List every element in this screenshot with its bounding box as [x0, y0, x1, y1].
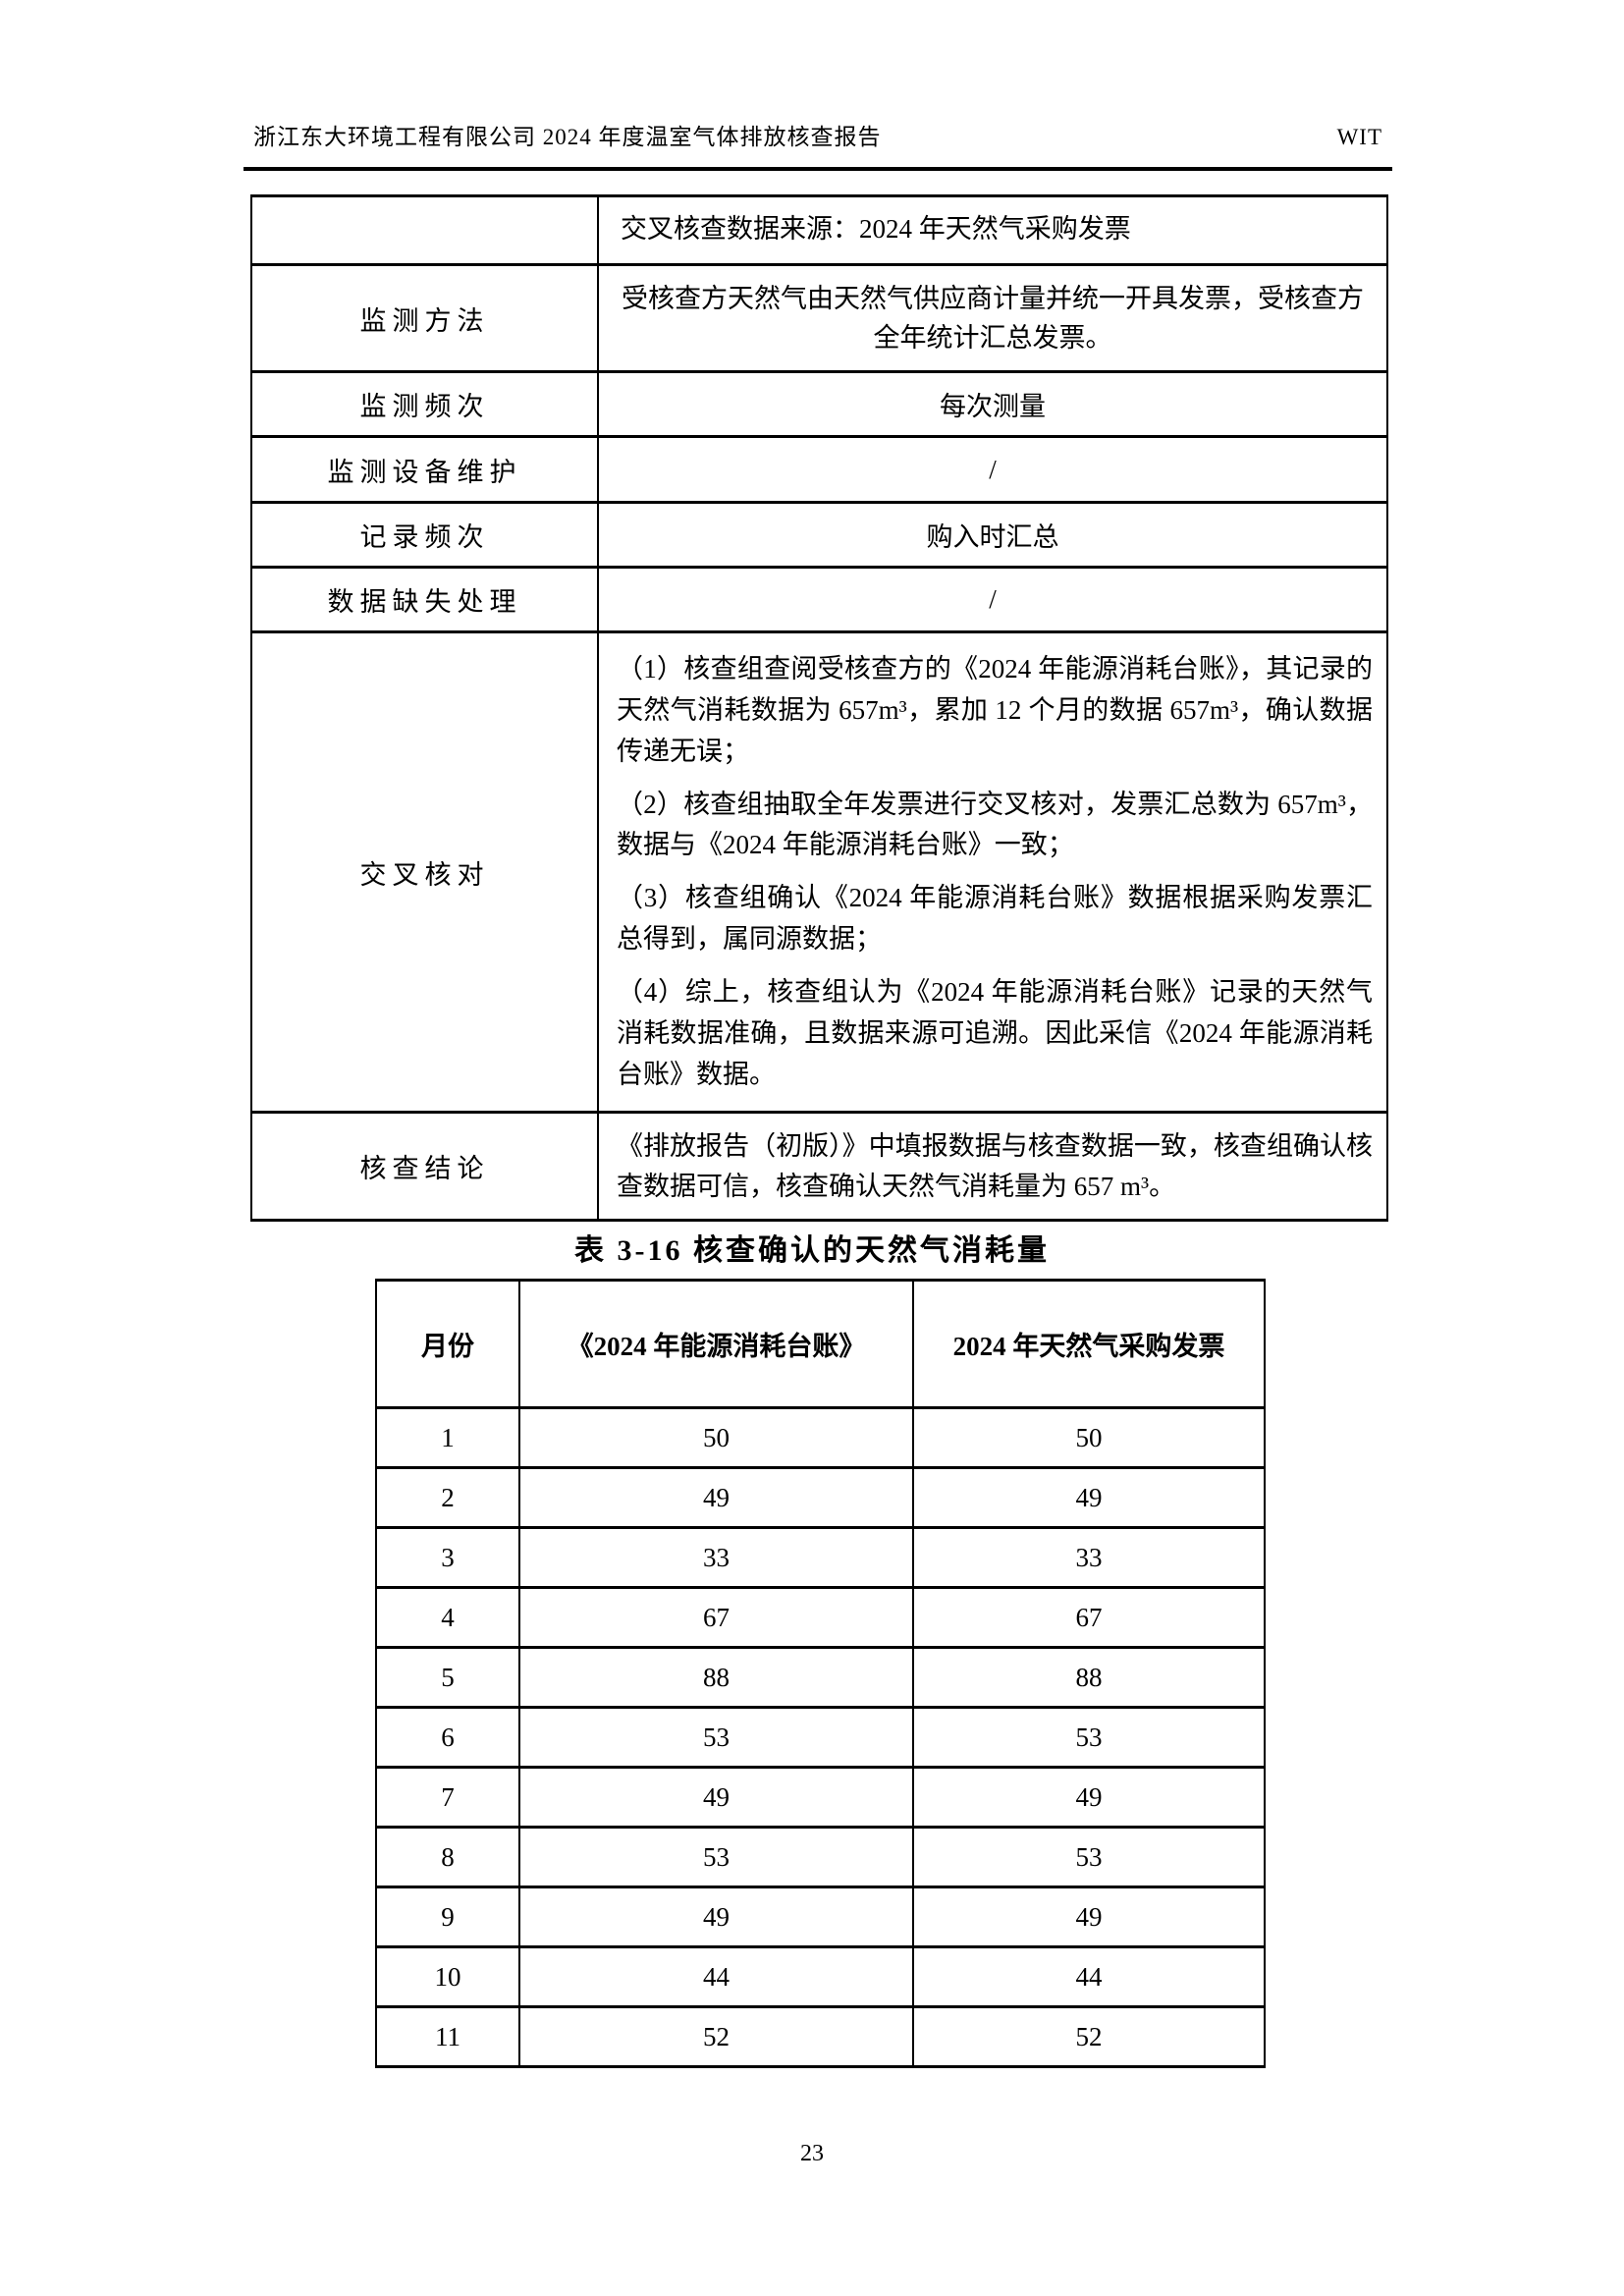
- table-row: 记录频次 购入时汇总: [250, 501, 1388, 569]
- invoice-value-cell: 52: [912, 2005, 1266, 2068]
- ledger-value-cell: 44: [518, 1945, 914, 2008]
- month-cell: 11: [375, 2005, 520, 2068]
- cross-check-paragraph-1: （1）核查组查阅受核查方的《2024 年能源消耗台账》，其记录的天然气消耗数据为…: [617, 654, 1373, 766]
- ledger-value-cell: 53: [518, 1826, 914, 1888]
- table-row: 交叉核查数据来源：2024 年天然气采购发票: [250, 194, 1388, 266]
- cross-check-label: 交叉核对: [250, 629, 599, 1115]
- invoice-value-cell: 44: [912, 1945, 1266, 2008]
- monitoring-table: 交叉核查数据来源：2024 年天然气采购发票 监测方法 受核查方天然气由天然气供…: [250, 194, 1388, 1223]
- cross-check-detail-cell: （1）核查组查阅受核查方的《2024 年能源消耗台账》，其记录的天然气消耗数据为…: [597, 629, 1388, 1115]
- invoice-value-cell: 53: [912, 1826, 1266, 1888]
- header-org-mark: WIT: [1336, 125, 1382, 149]
- table-row: 6 53 53: [375, 1706, 1266, 1769]
- month-cell: 9: [375, 1886, 520, 1948]
- month-cell: 2: [375, 1466, 520, 1529]
- monitoring-empty-label: [250, 194, 599, 266]
- cross-check-source-cell: 交叉核查数据来源：2024 年天然气采购发票: [597, 194, 1388, 266]
- invoice-value-cell: 33: [912, 1526, 1266, 1589]
- header-report-title: 浙江东大环境工程有限公司 2024 年度温室气体排放核查报告: [253, 125, 882, 149]
- table-row: 11 52 52: [375, 2005, 1266, 2068]
- table-row: 5 88 88: [375, 1646, 1266, 1709]
- record-frequency-value: 购入时汇总: [597, 501, 1388, 569]
- month-cell: 10: [375, 1945, 520, 2008]
- page-header: 浙江东大环境工程有限公司 2024 年度温室气体排放核查报告 WIT: [253, 118, 1382, 151]
- record-frequency-label: 记录频次: [250, 501, 599, 569]
- table-row: 4 67 67: [375, 1586, 1266, 1649]
- conclusion-label: 核查结论: [250, 1111, 599, 1223]
- table-row: 交叉核对 （1）核查组查阅受核查方的《2024 年能源消耗台账》，其记录的天然气…: [250, 629, 1388, 1115]
- table-row: 数据缺失处理 /: [250, 566, 1388, 633]
- month-cell: 8: [375, 1826, 520, 1888]
- table-row: 2 49 49: [375, 1466, 1266, 1529]
- equipment-maintenance-label: 监测设备维护: [250, 435, 599, 504]
- month-cell: 7: [375, 1766, 520, 1829]
- ledger-value-cell: 33: [518, 1526, 914, 1589]
- month-cell: 4: [375, 1586, 520, 1649]
- monitoring-frequency-label: 监测频次: [250, 370, 599, 438]
- table-row: 8 53 53: [375, 1826, 1266, 1888]
- invoice-value-cell: 49: [912, 1886, 1266, 1948]
- invoice-value-cell: 49: [912, 1466, 1266, 1529]
- month-column-header: 月份: [375, 1279, 520, 1409]
- consumption-header-row: 月份 《2024 年能源消耗台账》 2024 年天然气采购发票: [375, 1279, 1266, 1409]
- monitoring-method-label: 监测方法: [250, 263, 599, 373]
- ledger-column-header: 《2024 年能源消耗台账》: [518, 1279, 914, 1409]
- ledger-value-cell: 49: [518, 1886, 914, 1948]
- monitoring-method-value: 受核查方天然气由天然气供应商计量并统一开具发票，受核查方全年统计汇总发票。: [597, 263, 1388, 373]
- invoice-column-header: 2024 年天然气采购发票: [912, 1279, 1266, 1409]
- month-cell: 5: [375, 1646, 520, 1709]
- ledger-value-cell: 49: [518, 1466, 914, 1529]
- ledger-value-cell: 67: [518, 1586, 914, 1649]
- invoice-value-cell: 67: [912, 1586, 1266, 1649]
- invoice-value-cell: 53: [912, 1706, 1266, 1769]
- month-cell: 1: [375, 1406, 520, 1469]
- missing-data-value: /: [597, 566, 1388, 633]
- missing-data-label: 数据缺失处理: [250, 566, 599, 633]
- ledger-value-cell: 49: [518, 1766, 914, 1829]
- page-number: 23: [800, 2141, 824, 2166]
- table-row: 7 49 49: [375, 1766, 1266, 1829]
- ledger-value-cell: 52: [518, 2005, 914, 2068]
- invoice-value-cell: 50: [912, 1406, 1266, 1469]
- table-row: 核查结论 《排放报告（初版）》中填报数据与核查数据一致，核查组确认核查数据可信，…: [250, 1111, 1388, 1223]
- conclusion-value: 《排放报告（初版）》中填报数据与核查数据一致，核查组确认核查数据可信，核查确认天…: [597, 1111, 1388, 1223]
- ledger-value-cell: 88: [518, 1646, 914, 1709]
- ledger-value-cell: 50: [518, 1406, 914, 1469]
- equipment-maintenance-value: /: [597, 435, 1388, 504]
- cross-check-paragraph-3: （3）核查组确认《2024 年能源消耗台账》数据根据采购发票汇总得到，属同源数据…: [617, 883, 1373, 955]
- header-rule: [244, 167, 1392, 171]
- cross-check-paragraph-2: （2）核查组抽取全年发票进行交叉核对，发票汇总数为 657m³，数据与《2024…: [617, 789, 1373, 860]
- monitoring-frequency-value: 每次测量: [597, 370, 1388, 438]
- month-cell: 6: [375, 1706, 520, 1769]
- invoice-value-cell: 49: [912, 1766, 1266, 1829]
- invoice-value-cell: 88: [912, 1646, 1266, 1709]
- table-row: 10 44 44: [375, 1945, 1266, 2008]
- consumption-table: 月份 《2024 年能源消耗台账》 2024 年天然气采购发票 1 50 50 …: [375, 1279, 1266, 2068]
- table-row: 1 50 50: [375, 1406, 1266, 1469]
- cross-check-paragraph-4: （4）综上，核查组认为《2024 年能源消耗台账》记录的天然气消耗数据准确，且数…: [617, 976, 1373, 1089]
- table-row: 监测频次 每次测量: [250, 370, 1388, 438]
- ledger-value-cell: 53: [518, 1706, 914, 1769]
- table-row: 监测方法 受核查方天然气由天然气供应商计量并统一开具发票，受核查方全年统计汇总发…: [250, 263, 1388, 373]
- table-row: 9 49 49: [375, 1886, 1266, 1948]
- table-row: 3 33 33: [375, 1526, 1266, 1589]
- month-cell: 3: [375, 1526, 520, 1589]
- table-3-16-title: 表 3-16 核查确认的天然气消耗量: [574, 1234, 1050, 1267]
- table-row: 监测设备维护 /: [250, 435, 1388, 504]
